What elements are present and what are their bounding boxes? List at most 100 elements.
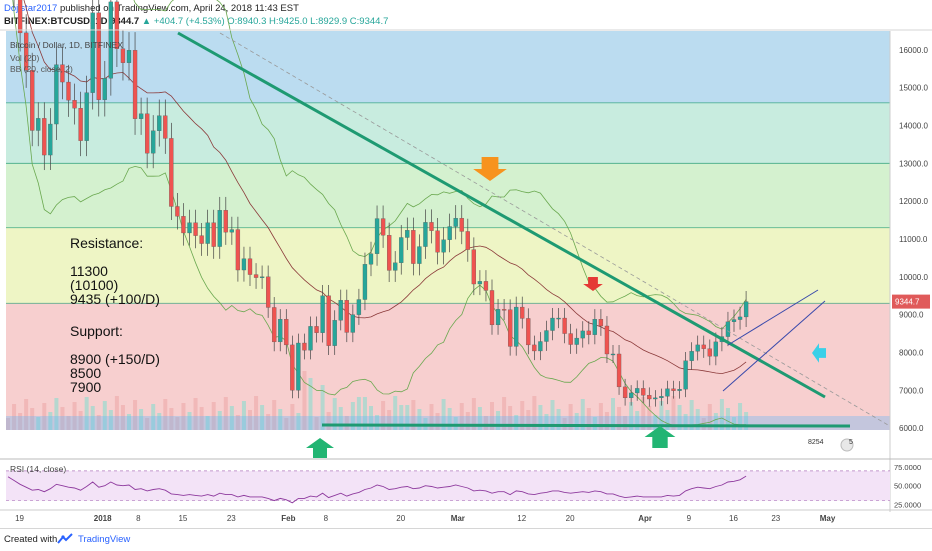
candle-body xyxy=(344,300,349,333)
time-tick-label: 20 xyxy=(566,514,575,523)
candle xyxy=(120,30,126,81)
volume-bar xyxy=(393,396,398,430)
tradingview-link[interactable]: TradingView xyxy=(78,534,131,545)
volume-bar xyxy=(387,410,392,430)
volume-bar xyxy=(211,402,216,430)
candle xyxy=(272,297,277,352)
candle-body xyxy=(393,262,398,271)
change-value: ▲ +404.7 (+4.53%) xyxy=(141,16,225,27)
volume-bar xyxy=(738,403,743,430)
candle-body xyxy=(66,81,71,101)
rsi-tick-label: 75.0000 xyxy=(894,463,921,472)
volume-bar xyxy=(72,402,77,430)
volume-bar xyxy=(405,405,410,430)
author-link[interactable]: Dojistar2017 xyxy=(4,3,58,14)
volume-bar xyxy=(102,401,107,430)
candle-body xyxy=(701,344,706,349)
volume-bar xyxy=(689,400,694,430)
volume-bar xyxy=(96,415,101,430)
candle xyxy=(459,205,464,245)
candle-body xyxy=(514,306,519,347)
candle xyxy=(514,296,519,356)
candle xyxy=(465,218,470,262)
volume-bar xyxy=(411,400,416,430)
candle-body xyxy=(90,12,95,93)
candle-body xyxy=(241,258,247,271)
candle xyxy=(477,270,483,296)
channel-lower-line xyxy=(722,300,826,392)
candle xyxy=(211,209,216,259)
candle xyxy=(380,205,386,248)
volume-bar xyxy=(36,417,41,430)
candle-body xyxy=(731,319,737,322)
candle-body xyxy=(598,319,604,327)
volume-bar xyxy=(586,408,591,430)
candle-body xyxy=(320,295,325,333)
candle-body xyxy=(556,317,561,320)
volume-bar xyxy=(48,412,53,430)
support-level: 7900 xyxy=(70,379,101,395)
volume-bar xyxy=(151,404,156,430)
volume-bar xyxy=(617,407,622,430)
volume-bar xyxy=(175,417,180,430)
candle xyxy=(30,52,35,147)
volume-ma-band xyxy=(6,416,890,430)
candle-body xyxy=(459,218,464,232)
candle-body xyxy=(217,210,222,247)
volume-bar xyxy=(532,396,537,430)
resistance-level: (10100) xyxy=(70,277,118,293)
candle-body xyxy=(144,113,150,154)
channel-upper-line xyxy=(727,289,819,346)
bb-lower-line xyxy=(12,0,747,427)
candle xyxy=(471,237,477,296)
candle xyxy=(253,263,259,289)
volume-bar xyxy=(435,413,440,430)
candle-body xyxy=(199,235,204,244)
candle xyxy=(659,388,664,406)
candle xyxy=(526,308,531,355)
candle xyxy=(683,351,688,398)
candle-body xyxy=(223,210,228,233)
volume-bar xyxy=(701,418,706,430)
price-tick-label: 14000.0 xyxy=(899,122,928,131)
time-tick-label: Mar xyxy=(451,514,465,523)
candle xyxy=(483,270,489,302)
support-level: 8500 xyxy=(70,365,101,381)
volume-bar xyxy=(677,405,682,430)
candle-body xyxy=(278,319,283,343)
volume-bar xyxy=(120,405,125,430)
candle xyxy=(641,380,646,404)
candle-body xyxy=(36,118,41,131)
candle xyxy=(229,216,235,245)
volume-bar xyxy=(145,418,150,430)
volume-bar xyxy=(139,409,144,430)
candle-body xyxy=(538,341,543,352)
candle xyxy=(368,241,374,277)
volume-bar xyxy=(707,404,712,430)
volume-bar xyxy=(598,403,603,430)
candle xyxy=(647,387,652,407)
volume-bar xyxy=(181,403,186,430)
candle-body xyxy=(441,239,446,253)
candle-body xyxy=(193,222,198,236)
volume-bar xyxy=(568,404,573,430)
resistance-level: 11300 xyxy=(70,263,108,279)
volume-bar xyxy=(260,405,265,430)
candle-body xyxy=(635,388,640,394)
time-tick-label: 19 xyxy=(15,514,24,523)
candle xyxy=(707,339,712,366)
volume-bar xyxy=(223,397,228,430)
volume-bar xyxy=(611,398,615,430)
candle xyxy=(193,209,198,249)
candle-body xyxy=(677,389,682,391)
candle xyxy=(544,320,549,351)
candle-body xyxy=(151,130,156,154)
candle xyxy=(217,196,222,259)
candle xyxy=(356,288,362,325)
candle xyxy=(132,32,138,135)
candle xyxy=(72,83,77,125)
candle xyxy=(586,321,591,345)
time-tick-label: 12 xyxy=(517,514,526,523)
candle-body xyxy=(205,222,210,244)
